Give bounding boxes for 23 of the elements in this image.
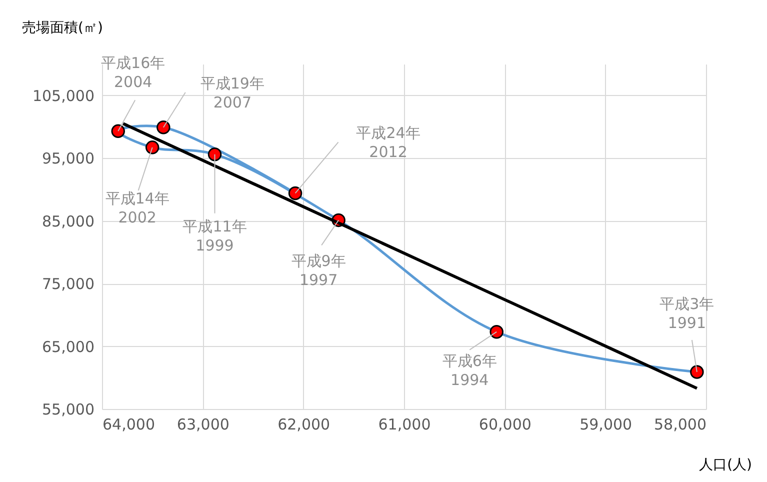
annotation: 平成24年 2012	[356, 124, 420, 162]
x-tick-label: 62,000	[278, 416, 330, 434]
x-tick-label: 64,000	[102, 416, 155, 434]
annotation: 平成9年 1997	[291, 252, 346, 290]
y-tick-label: 85,000	[42, 212, 94, 230]
annotation: 平成16年 2004	[101, 54, 166, 92]
y-tick-label: 105,000	[32, 86, 94, 105]
annotation: 平成6年 1994	[442, 352, 497, 389]
annotation: 平成19年 2007	[200, 74, 264, 112]
x-tick-label: 59,000	[580, 416, 632, 434]
x-tick-label: 58,000	[654, 416, 706, 434]
annotation: 平成11年 1999	[182, 217, 247, 254]
y-axis-title: 売場面積(㎡)	[22, 20, 103, 36]
y-tick-label: 65,000	[42, 338, 94, 356]
x-tick-label: 60,000	[478, 416, 532, 434]
x-tick-label: 63,000	[176, 416, 230, 434]
annotation: 平成3年 1991	[660, 294, 714, 332]
y-tick-label: 95,000	[42, 150, 94, 168]
x-axis-title: 人口(人)	[699, 457, 752, 473]
y-tick-label: 75,000	[42, 275, 94, 294]
annotation: 平成14年 2002	[105, 189, 170, 226]
x-tick-label: 61,000	[378, 416, 431, 434]
y-tick-label: 55,000	[42, 400, 94, 418]
